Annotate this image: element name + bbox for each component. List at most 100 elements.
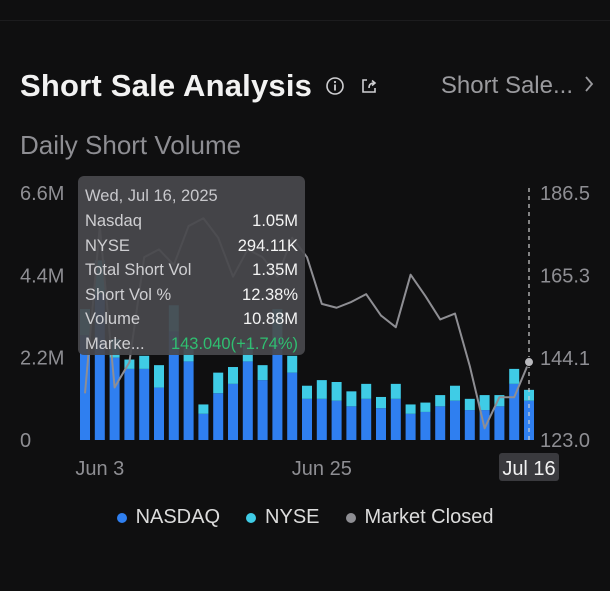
section-title: Short Sale Analysis (20, 68, 313, 103)
market-closed-swatch-icon (345, 512, 356, 523)
nyse-bar (494, 395, 505, 407)
chevron-right-icon (583, 72, 595, 100)
right-axis-tick: 186.5 (540, 183, 590, 205)
nyse-bar (124, 359, 135, 369)
nasdaq-bar (272, 338, 283, 440)
chart-legend: NASDAQ NYSE Market Closed (0, 506, 610, 529)
tooltip-value: 1.35M (252, 261, 298, 279)
nyse-bar (346, 391, 357, 407)
left-axis-tick: 2.2M (20, 348, 64, 370)
nasdaq-bar (509, 383, 520, 440)
tooltip-label: Marke... (85, 334, 145, 353)
nasdaq-bar (494, 406, 505, 440)
nasdaq-bar (139, 368, 150, 440)
legend-item-market-closed[interactable]: Market Closed (345, 506, 494, 529)
left-axis-tick: 0 (20, 430, 31, 452)
nasdaq-bar (316, 398, 327, 440)
nyse-bar (376, 396, 386, 409)
nasdaq-bar (346, 406, 357, 440)
nyse-bar (390, 383, 401, 399)
nasdaq-bar (183, 361, 194, 440)
right-axis-tick: 123.0 (540, 430, 590, 452)
legend-label: Market Closed (364, 506, 494, 528)
nasdaq-bar (405, 413, 416, 440)
x-axis-tick: Jun 25 (292, 458, 352, 480)
chart-subtitle: Daily Short Volume (20, 130, 242, 160)
nyse-bar (420, 402, 431, 412)
left-axis-tick: 6.6M (20, 183, 64, 205)
nyse-bar (450, 385, 460, 401)
nyse-bar (287, 355, 298, 373)
info-icon[interactable] (324, 75, 346, 97)
tooltip-value: 294.11K (237, 236, 298, 255)
nyse-bar (198, 404, 209, 414)
nasdaq-bar (198, 413, 209, 440)
nyse-bar (139, 355, 150, 369)
nyse-bar (213, 372, 224, 394)
nasdaq-bar (420, 411, 431, 440)
nasdaq-bar (109, 357, 120, 440)
legend-item-nyse[interactable]: NYSE (246, 506, 320, 529)
nasdaq-bar (450, 400, 460, 440)
nasdaq-bar (213, 393, 224, 440)
nasdaq-bar (302, 398, 312, 440)
nasdaq-bar (242, 361, 253, 440)
nasdaq-bar (331, 400, 342, 440)
tooltip-row-short-pct: Short Vol % 12.38% (85, 283, 298, 308)
nyse-bar (509, 368, 520, 384)
right-axis-tick: 165.3 (540, 265, 590, 287)
tooltip-date: Wed, Jul 16, 2025 (85, 187, 218, 205)
tooltip-label: Total Short Vol (85, 261, 192, 279)
tooltip-row-nasdaq: Nasdaq 1.05M (85, 209, 298, 234)
section-header: Short Sale Analysis Short Sale... (20, 66, 595, 106)
tooltip-value: 12.38% (242, 285, 298, 304)
nyse-bar (302, 385, 312, 399)
nyse-bar (405, 404, 416, 414)
legend-label: NASDAQ (135, 506, 221, 528)
tooltip-row-volume: Volume 10.88M (85, 307, 298, 332)
nyse-bar (479, 395, 490, 411)
x-tick-highlight (499, 453, 559, 481)
nyse-bar (154, 365, 164, 388)
nasdaq-bar (168, 331, 179, 440)
nyse-bar (464, 398, 475, 411)
tooltip-label: Volume (85, 310, 141, 328)
nyse-bar (228, 367, 238, 384)
nyse-swatch-icon (246, 512, 257, 523)
nasdaq-bar (287, 372, 298, 440)
tooltip-value: 143.040(+1.74%) (170, 334, 298, 353)
right-axis-tick: 144.1 (540, 348, 590, 370)
tooltip-value: 10.88M (242, 310, 298, 328)
x-axis-tick: Jun 3 (75, 458, 124, 480)
nasdaq-bar (124, 368, 135, 440)
nasdaq-bar (435, 406, 446, 440)
nasdaq-bar (376, 408, 386, 440)
nasdaq-swatch-icon (116, 512, 127, 523)
nasdaq-bar (361, 398, 372, 440)
tooltip-row-market: Marke... 143.040(+1.74%) (85, 332, 298, 357)
nyse-bar (331, 381, 342, 401)
share-icon[interactable] (358, 75, 380, 97)
left-axis-tick: 4.4M (20, 265, 64, 287)
tooltip-label: Nasdaq (85, 212, 142, 230)
x-axis-tick: Jul 16 (502, 458, 555, 480)
legend-label: NYSE (265, 506, 320, 528)
nyse-bar (316, 380, 327, 399)
nyse-bar (257, 365, 268, 381)
selector-label: Short Sale... (440, 72, 573, 99)
nyse-bar (361, 383, 372, 399)
analysis-type-selector[interactable]: Short Sale... (441, 66, 595, 106)
tooltip-value: 1.05M (252, 212, 298, 230)
nasdaq-bar (390, 398, 401, 440)
tooltip-row-nyse: NYSE 294.11K (85, 234, 298, 259)
top-divider (0, 20, 610, 21)
chart-tooltip: Wed, Jul 16, 2025 Nasdaq 1.05M NYSE 294.11… (78, 176, 305, 355)
nasdaq-bar (464, 410, 475, 440)
legend-item-nasdaq[interactable]: NASDAQ (116, 506, 221, 529)
tooltip-label: Short Vol % (85, 285, 172, 304)
tooltip-label: NYSE (85, 236, 130, 255)
tooltip-row-total: Total Short Vol 1.35M (85, 258, 298, 283)
nyse-bar (524, 389, 534, 401)
nasdaq-bar (94, 294, 105, 440)
price-point-highlight (524, 357, 534, 368)
